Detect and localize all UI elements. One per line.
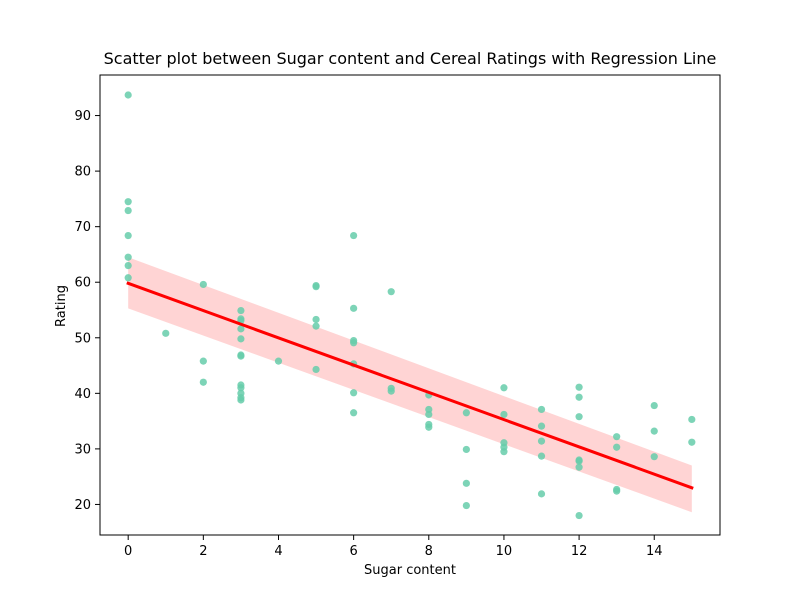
data-point: [462, 409, 470, 417]
data-point: [199, 378, 207, 386]
data-point: [613, 443, 621, 451]
data-point: [575, 413, 583, 421]
data-point: [500, 410, 508, 419]
data-point: [124, 253, 132, 261]
data-point: [199, 357, 207, 365]
data-point: [650, 401, 658, 410]
data-point: [575, 393, 583, 401]
x-tick-label: 0: [124, 544, 132, 559]
data-point: [350, 409, 358, 417]
x-axis-label: Sugar content: [364, 563, 456, 578]
data-point: [350, 304, 358, 312]
data-point: [124, 261, 132, 270]
data-point: [350, 231, 358, 240]
data-point: [237, 384, 245, 392]
data-point: [124, 91, 132, 99]
data-point: [613, 487, 621, 495]
data-point: [274, 357, 283, 365]
plot-frame: [99, 74, 721, 536]
x-tick-label: 4: [274, 544, 282, 559]
data-point: [124, 231, 132, 240]
x-tick-label: 8: [425, 544, 433, 559]
y-tick-label: 30: [74, 442, 91, 457]
regression-line: [126, 281, 694, 490]
data-point: [688, 438, 696, 446]
data-point: [425, 410, 433, 419]
data-point: [537, 452, 546, 460]
regression-line-layer: [126, 281, 694, 490]
data-point: [500, 448, 508, 456]
data-point: [425, 405, 433, 414]
x-tick-label: 6: [349, 544, 357, 559]
data-point: [312, 365, 320, 374]
x-tick-label: 12: [571, 544, 588, 559]
data-point: [237, 396, 245, 404]
data-point: [462, 445, 470, 454]
data-point: [237, 325, 245, 333]
data-point: [162, 329, 170, 337]
data-point: [237, 306, 245, 315]
y-tick-label: 70: [74, 220, 91, 235]
data-point: [124, 198, 132, 206]
chart-title: Scatter plot between Sugar content and C…: [104, 49, 717, 68]
data-point: [500, 384, 508, 392]
data-point: [237, 352, 245, 360]
data-point: [312, 322, 320, 330]
y-tick-label: 50: [74, 331, 91, 346]
x-tick-label: 2: [199, 544, 207, 559]
data-point: [650, 427, 658, 435]
data-point: [537, 422, 546, 430]
data-point: [387, 387, 395, 395]
data-point: [350, 339, 358, 347]
data-point: [613, 433, 621, 441]
data-point: [537, 490, 546, 498]
data-point: [537, 405, 546, 414]
y-tick-label: 80: [74, 165, 91, 180]
data-point: [124, 206, 132, 215]
y-tick-label: 90: [74, 109, 91, 124]
data-point: [575, 457, 583, 465]
y-axis-label: Rating: [54, 285, 69, 327]
data-point: [124, 274, 132, 282]
data-point: [537, 437, 546, 445]
x-tick-label: 10: [496, 544, 513, 559]
data-point: [688, 415, 696, 424]
y-tick-label: 40: [74, 387, 91, 402]
y-tick-label: 20: [74, 498, 91, 513]
data-point: [350, 389, 358, 397]
data-point: [425, 423, 433, 431]
axes-layer: 0 2 4 6 8 10 12 14 20 30 40 50 60 70 80 90: [74, 74, 721, 559]
data-point: [387, 288, 395, 296]
data-point: [462, 501, 470, 510]
data-point: [312, 315, 320, 324]
x-tick-label: 14: [646, 544, 663, 559]
data-point: [312, 283, 320, 291]
data-point: [462, 479, 470, 487]
data-point: [575, 383, 583, 391]
data-points-layer: [124, 91, 696, 520]
y-tick-label: 60: [74, 276, 91, 291]
data-point: [575, 463, 583, 471]
data-point: [199, 280, 207, 289]
data-point: [575, 511, 583, 520]
data-point: [650, 453, 658, 461]
data-point: [237, 335, 245, 343]
